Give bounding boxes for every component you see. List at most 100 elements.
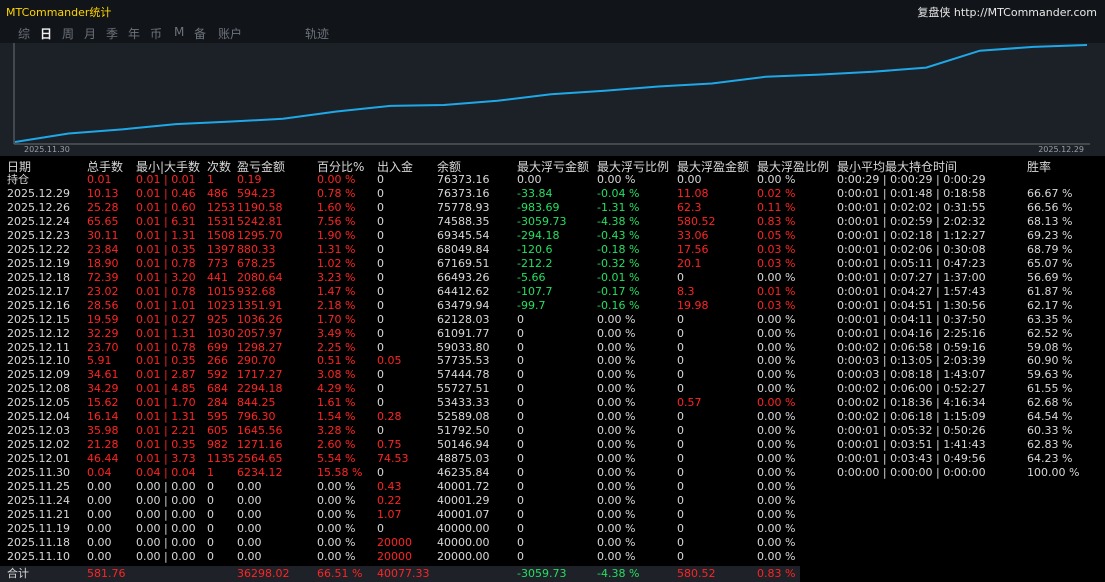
tab[interactable]: 日 [40, 27, 53, 41]
tab[interactable]: 账户 [218, 27, 243, 41]
tab[interactable]: 轨迹 [305, 27, 330, 41]
cell: 0.00 | 0.00 [136, 480, 196, 494]
cell: 0.01 | 1.31 [136, 410, 196, 424]
cell: 0 [377, 242, 384, 256]
cell: 0.78 % [317, 186, 356, 200]
row-label: 2025.12.03 [7, 424, 70, 438]
cell: 0:00:01 | 0:02:02 | 0:31:55 [837, 200, 986, 214]
cell: 0 [677, 270, 684, 284]
cell: 0.00 % [757, 480, 796, 494]
cell: 40000.00 [437, 522, 490, 535]
cell: 46.44 [87, 452, 119, 466]
cell: 0.00 % [597, 340, 636, 354]
cell: 15.62 [87, 396, 119, 410]
cell: 0 [517, 312, 524, 326]
cell: 592 [207, 368, 228, 382]
cell: 0.01 | 1.01 [136, 298, 196, 312]
tab[interactable]: 年 [128, 27, 141, 41]
cell: 1.31 % [317, 242, 356, 256]
cell: 0.01 | 1.31 [136, 326, 196, 340]
tab[interactable]: M [174, 25, 185, 39]
cell: 0:00:03 | 0:13:05 | 2:03:39 [837, 354, 986, 368]
cell: 0.03 % [757, 256, 796, 270]
cell: -0.43 % [597, 228, 640, 242]
tab[interactable]: 周 [62, 27, 75, 41]
cell: 0.00 [87, 522, 112, 535]
column-header: 余额 [437, 160, 462, 174]
cell: 0 [207, 522, 214, 535]
cell: 595 [207, 410, 228, 424]
tab[interactable]: 季 [106, 27, 119, 41]
cell: -212.2 [517, 256, 553, 270]
cell: 0.22 [377, 494, 402, 508]
cell: 2294.18 [237, 382, 283, 396]
cell: 0.00 % [317, 522, 356, 535]
row-label: 2025.11.21 [7, 508, 70, 522]
row-label: 2025.12.11 [7, 340, 70, 354]
cell: 0.01 % [757, 284, 796, 298]
cell: 0.00 % [757, 312, 796, 326]
tab[interactable]: 备 [194, 27, 207, 41]
cell: 68.13 % [1027, 214, 1073, 228]
cell: 0:00:02 | 0:18:36 | 4:16:34 [837, 396, 986, 410]
column-header: 最大浮亏金额 [517, 160, 590, 174]
cell: 21.28 [87, 438, 119, 452]
cell: 0.00 % [317, 173, 356, 186]
cell: 0 [377, 326, 384, 340]
cell: 0.00 [237, 508, 262, 522]
site-link[interactable]: 复盘侠 http://MTCommander.com [917, 6, 1097, 19]
cell: 1.02 % [317, 256, 356, 270]
cell: 0.00 % [597, 410, 636, 424]
cell: 0 [377, 382, 384, 396]
cell: 0.04 | 0.04 [136, 466, 196, 480]
cell: 4.29 % [317, 382, 356, 396]
cell: 0.01 | 0.78 [136, 340, 196, 354]
cell: 5.91 [87, 354, 112, 368]
cell: 0 [517, 508, 524, 522]
row-label: 持仓 [7, 173, 29, 186]
cell: 0.00 % [597, 549, 636, 563]
cell: 0:00:00 | 0:00:00 | 0:00:00 [837, 466, 986, 480]
tab[interactable]: 综 [18, 27, 31, 41]
cell: 0 [677, 535, 684, 549]
row-label: 2025.12.16 [7, 298, 70, 312]
cell: 0.01 | 0.78 [136, 284, 196, 298]
cell: -4.38 % [597, 567, 640, 580]
tab[interactable]: 月 [84, 27, 97, 41]
cell: 0 [677, 480, 684, 494]
cell: 23.84 [87, 242, 119, 256]
cell: 0.28 [377, 410, 402, 424]
row-label: 2025.12.22 [7, 242, 70, 256]
cell: 0.00 % [757, 466, 796, 480]
row-label: 2025.12.12 [7, 326, 70, 340]
cell: 0 [377, 312, 384, 326]
cell: 0 [377, 214, 384, 228]
cell: 5242.81 [237, 214, 283, 228]
cell: 0.01 | 0.35 [136, 354, 196, 368]
cell: -0.32 % [597, 256, 640, 270]
cell: 0 [517, 549, 524, 563]
cell: 46235.84 [437, 466, 490, 480]
cell: 1645.56 [237, 424, 283, 438]
cell: 0 [377, 256, 384, 270]
column-header: 日期 [7, 160, 32, 174]
cell: -120.6 [517, 242, 553, 256]
cell: 69345.54 [437, 228, 490, 242]
cell: 678.25 [237, 256, 276, 270]
cell: 0.51 % [317, 354, 356, 368]
cell: -99.7 [517, 298, 546, 312]
cell: 1.07 [377, 508, 402, 522]
cell: 0.00 % [757, 452, 796, 466]
cell: 0 [377, 284, 384, 298]
tab[interactable]: 币 [150, 27, 163, 41]
cell: 773 [207, 256, 228, 270]
cell: 0.75 [377, 438, 402, 452]
cell: 0.01 | 0.27 [136, 312, 196, 326]
cell: 0 [677, 494, 684, 508]
cell: 2.25 % [317, 340, 356, 354]
cell: 57735.53 [437, 354, 490, 368]
cell: 0.00 [237, 480, 262, 494]
cell: 0:00:01 | 0:04:11 | 0:37:50 [837, 312, 986, 326]
cell: 0 [517, 438, 524, 452]
cell: 63.35 % [1027, 312, 1073, 326]
